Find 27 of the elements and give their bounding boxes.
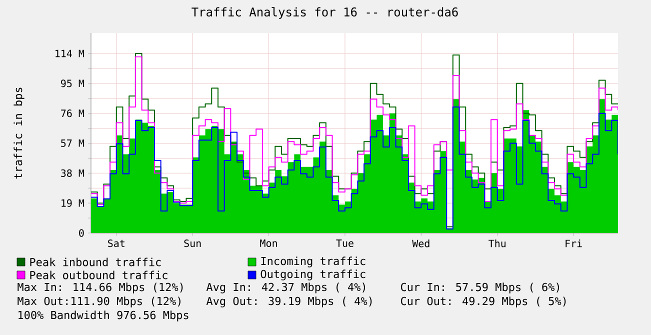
x-tick-label: Wed (412, 240, 430, 248)
legend-label: Incoming traffic (261, 256, 366, 268)
text: Cur Out: 49.29 Mbps ( 5%) (400, 296, 566, 308)
x-tick-label: Thu (488, 240, 506, 248)
chart-title: Traffic Analysis for 16 -- router-da6 (192, 7, 458, 19)
x-tick-label: Tue (336, 240, 354, 247)
text: 100% Bandwidth 976.56 Mbps (18, 310, 188, 322)
y-tick-label: 57 M (61, 140, 84, 147)
y-axis-title: traffic in bps (14, 88, 24, 179)
legend-label: Peak outbound traffic (30, 270, 168, 280)
legend-label: Outgoing traffic (260, 270, 366, 280)
x-tick-label: Sat (108, 240, 124, 248)
text: Max Out:111.90 Mbps (12%) (18, 296, 180, 308)
text: Avg Out: 39.19 Mbps ( 4%) (206, 296, 372, 308)
y-tick-label: 0 (79, 229, 84, 237)
text: Max In: 114.66 Mbps (12%) (18, 282, 183, 294)
text: Avg In: 42.37 Mbps ( 4%) (206, 282, 366, 294)
y-tick-label: 19 M (62, 199, 84, 207)
y-tick-label: 95 M (61, 80, 84, 88)
y-tick-label: 38 M (61, 169, 84, 177)
y-tick-label: 76 M (61, 110, 84, 118)
x-tick-label: Sun (184, 240, 201, 248)
y-tick-label: 114 M (56, 50, 84, 58)
x-tick-label: Mon (260, 240, 277, 247)
text: Cur In: 57.59 Mbps ( 6%) (400, 282, 560, 294)
x-tick-label: Fri (566, 240, 582, 248)
legend-label: Peak inbound traffic (30, 258, 161, 266)
